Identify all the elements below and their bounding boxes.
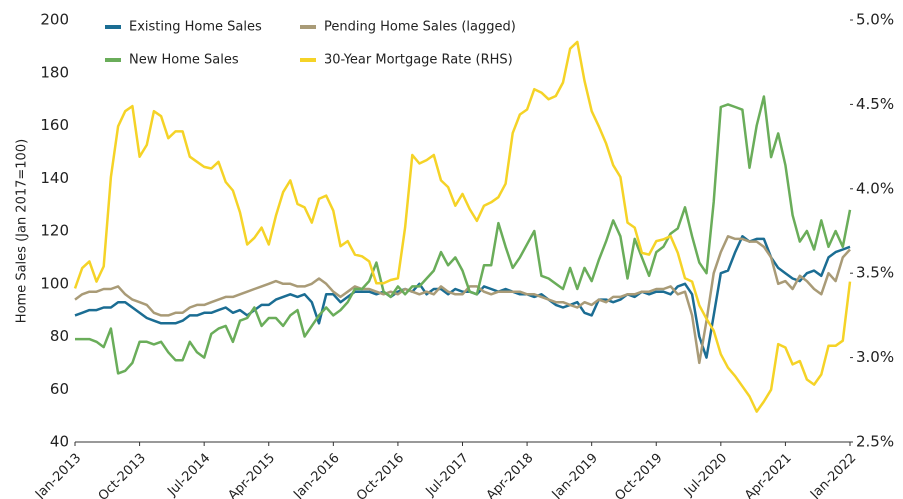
x-tick-label: Apr-2021: [742, 451, 795, 499]
y-tick-label: 120: [40, 222, 69, 240]
legend-label: 30-Year Mortgage Rate (RHS): [324, 53, 513, 68]
y-tick-label: 200: [40, 11, 69, 29]
y-axis-label: Home Sales (Jan 2017=100): [15, 139, 30, 323]
x-tick-label: Jul-2014: [164, 451, 213, 499]
x-tick-label: Jul-2020: [681, 451, 730, 499]
x-tick-label: Oct-2019: [612, 451, 665, 499]
y-tick-label: 60: [50, 380, 69, 398]
series-line: [75, 95, 852, 375]
x-tick-label: Apr-2018: [484, 451, 537, 499]
y-tick-label: 100: [40, 274, 69, 292]
y2-tick-label: 5.0%: [856, 11, 894, 29]
x-tick-label: Jan-2019: [549, 451, 601, 499]
series-line: [73, 40, 852, 413]
y2-tick-label: 3.0%: [856, 348, 894, 366]
legend-label: Existing Home Sales: [129, 20, 262, 35]
x-tick-label: Oct-2013: [96, 451, 149, 499]
x-tick-label: Jan-2022: [807, 451, 859, 499]
x-tick-label: Jul-2017: [423, 451, 472, 499]
series-line: [74, 235, 851, 359]
y-tick-label: 160: [40, 116, 69, 134]
y-tick-label: 80: [50, 327, 69, 345]
y-tick-label: 180: [40, 63, 69, 81]
x-tick-label: Jan-2016: [290, 451, 342, 499]
x-tick-label: Jan-2013: [32, 451, 84, 499]
y2-tick-label: 2.5%: [856, 433, 894, 451]
y2-tick-label: 4.5%: [856, 95, 894, 113]
y-tick-label: 40: [50, 433, 69, 451]
x-tick-label: Apr-2015: [225, 451, 278, 499]
legend-label: New Home Sales: [129, 53, 239, 68]
series-line: [74, 235, 851, 365]
y2-tick-label: 3.5%: [856, 264, 894, 282]
x-tick-label: Oct-2016: [354, 451, 407, 499]
legend-label: Pending Home Sales (lagged): [324, 20, 516, 35]
y2-tick-label: 4.0%: [856, 179, 894, 197]
y-tick-label: 140: [40, 169, 69, 187]
